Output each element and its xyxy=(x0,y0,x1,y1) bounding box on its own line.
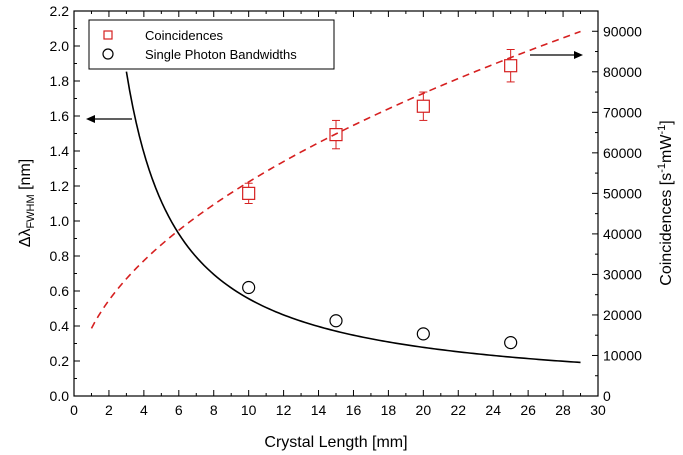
y-right-tick-label: 50000 xyxy=(603,185,642,201)
y-left-tick-label: 0.4 xyxy=(50,318,70,334)
y-left-tick-label: 1.0 xyxy=(50,213,70,229)
y-left-tick-label: 0.2 xyxy=(50,353,70,369)
x-tick-label: 4 xyxy=(140,402,148,418)
x-tick-label: 10 xyxy=(241,402,257,418)
y-left-tick-label: 1.8 xyxy=(50,73,70,89)
y-right-tick-label: 10000 xyxy=(603,347,642,363)
x-tick-label: 26 xyxy=(520,402,536,418)
x-tick-label: 14 xyxy=(311,402,327,418)
bandwidth-point xyxy=(504,336,518,350)
tick-label-group: 0 2 4 6 8 10 12 14 16 18 20 22 24 26 28 300.00.20.40.60… xyxy=(50,3,643,418)
y-left-title-main: Δλ xyxy=(17,229,34,248)
y-right-tick-label: 90000 xyxy=(603,23,642,39)
bandwidth-fit-curve xyxy=(125,71,581,364)
y-left-tick-label: 2.0 xyxy=(50,38,70,54)
x-tick-label: 22 xyxy=(450,402,466,418)
y-left-tick-label: 0.0 xyxy=(50,388,70,404)
legend-label-coincidences: Coincidences xyxy=(145,28,224,43)
y-left-title-unit: [nm] xyxy=(17,159,34,195)
x-tick-label: 18 xyxy=(381,402,397,418)
axis-arrows xyxy=(86,51,583,123)
y-right-tick-label: 20000 xyxy=(603,307,642,323)
y-right-title-end: ] xyxy=(658,120,675,124)
x-tick-label: 16 xyxy=(346,402,362,418)
y-left-tick-label: 0.6 xyxy=(50,283,70,299)
tick-group xyxy=(73,10,599,397)
y-left-axis-title: ΔλFWHM [nm] xyxy=(17,159,37,247)
legend-box xyxy=(88,19,335,70)
bandwidth-point xyxy=(329,314,343,328)
y-right-tick-label: 30000 xyxy=(603,266,642,282)
y-right-tick-label: 70000 xyxy=(603,104,642,120)
coincidence-point xyxy=(416,99,430,113)
x-tick-label: 8 xyxy=(210,402,218,418)
legend-circle-marker xyxy=(102,48,114,60)
coincidence-point xyxy=(242,186,256,200)
y-left-tick-label: 2.2 xyxy=(50,3,70,19)
y-right-title-main: Coincidences [s xyxy=(658,173,675,286)
left-axis-arrow-head xyxy=(86,115,95,123)
y-right-tick-label: 0 xyxy=(603,388,611,404)
legend-square-marker xyxy=(103,30,113,40)
x-tick-label: 20 xyxy=(416,402,432,418)
bandwidth-point xyxy=(242,280,256,295)
y-right-tick-label: 40000 xyxy=(603,226,642,242)
x-tick-label: 12 xyxy=(276,402,292,418)
x-tick-label: 24 xyxy=(485,402,501,418)
x-tick-label: 0 xyxy=(70,402,78,418)
x-tick-label: 30 xyxy=(590,402,606,418)
y-right-title-sup1: -1 xyxy=(656,163,668,173)
x-axis-title: Crystal Length [mm] xyxy=(264,434,407,451)
coincidence-fit-curve xyxy=(90,30,581,329)
y-right-title-sup2: -1 xyxy=(656,125,668,135)
coincidence-point xyxy=(504,59,518,73)
y-right-axis-title: Coincidences [s-1mW-1] xyxy=(656,120,675,285)
coincidence-point xyxy=(329,128,343,142)
data-marks xyxy=(242,49,518,350)
fit-curves xyxy=(90,30,581,364)
y-right-title-mid: mW xyxy=(658,134,675,163)
y-left-tick-label: 1.4 xyxy=(50,143,70,159)
x-tick-label: 2 xyxy=(105,402,113,418)
y-left-tick-label: 0.8 xyxy=(50,248,70,264)
y-left-tick-label: 1.6 xyxy=(50,108,70,124)
bandwidth-point xyxy=(416,327,430,341)
y-left-tick-label: 1.2 xyxy=(50,178,70,194)
x-tick-label: 28 xyxy=(555,402,571,418)
right-axis-arrow-head xyxy=(574,51,583,59)
y-left-title-sub: FWHM xyxy=(25,194,37,228)
legend-label-bandwidths: Single Photon Bandwidths xyxy=(145,47,297,62)
legend: Coincidences Single Photon Bandwidths xyxy=(88,19,335,70)
y-right-tick-label: 80000 xyxy=(603,64,642,80)
x-tick-label: 6 xyxy=(175,402,183,418)
y-right-tick-label: 60000 xyxy=(603,145,642,161)
